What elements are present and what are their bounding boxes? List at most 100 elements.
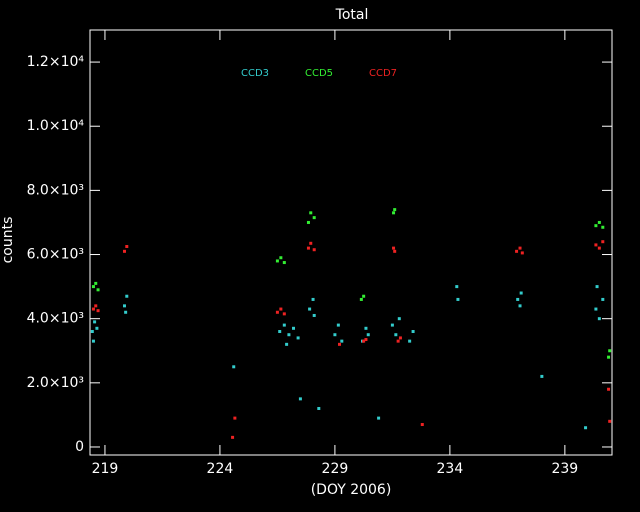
- point: [94, 304, 98, 308]
- point: [396, 339, 400, 343]
- point: [279, 307, 283, 311]
- point: [125, 294, 129, 298]
- point: [91, 339, 95, 343]
- point: [312, 313, 316, 317]
- point: [392, 246, 396, 250]
- point: [393, 208, 397, 212]
- point: [231, 435, 235, 439]
- point: [292, 326, 296, 330]
- point: [308, 307, 312, 311]
- point: [607, 387, 611, 391]
- point: [309, 241, 313, 245]
- y-tick-label: 1.0×10⁴: [27, 118, 85, 134]
- point: [364, 338, 368, 342]
- x-tick-label: 229: [322, 461, 349, 477]
- x-axis-label: (DOY 2006): [311, 482, 392, 498]
- point: [455, 285, 459, 289]
- point: [122, 304, 126, 308]
- point: [278, 330, 282, 334]
- point: [519, 291, 523, 295]
- point: [601, 297, 605, 301]
- y-tick-label: 6.0×10³: [27, 247, 84, 263]
- point: [594, 243, 598, 247]
- point: [359, 297, 363, 301]
- point: [298, 397, 302, 401]
- point: [362, 294, 366, 298]
- point: [408, 339, 412, 343]
- point: [90, 330, 94, 334]
- point: [275, 310, 279, 314]
- point: [275, 259, 279, 263]
- x-tick-label: 219: [92, 461, 119, 477]
- point: [392, 211, 396, 215]
- point: [377, 416, 381, 420]
- x-tick-label: 239: [551, 461, 578, 477]
- y-tick-label: 1.2×10⁴: [27, 54, 85, 70]
- x-tick-label: 224: [207, 461, 234, 477]
- point: [394, 333, 398, 337]
- point: [362, 339, 366, 343]
- legend-label: CCD7: [369, 68, 397, 79]
- point: [597, 220, 601, 224]
- point: [124, 310, 128, 314]
- point: [95, 326, 99, 330]
- point: [390, 323, 394, 327]
- point: [125, 245, 129, 249]
- point: [608, 349, 612, 353]
- legend-label: CCD5: [305, 68, 333, 79]
- y-tick-label: 8.0×10³: [27, 182, 84, 198]
- point: [393, 249, 397, 253]
- point: [338, 342, 342, 346]
- point: [584, 426, 588, 430]
- point: [518, 246, 522, 250]
- point: [594, 224, 598, 228]
- point: [96, 309, 100, 313]
- point: [366, 333, 370, 337]
- y-axis-label: counts: [0, 217, 16, 264]
- point: [456, 297, 460, 301]
- point: [608, 419, 612, 423]
- point: [312, 216, 316, 220]
- point: [601, 240, 605, 244]
- point: [597, 317, 601, 321]
- point: [411, 330, 415, 334]
- point: [594, 307, 598, 311]
- point: [96, 288, 100, 292]
- point: [233, 416, 237, 420]
- point: [336, 323, 340, 327]
- point: [311, 297, 315, 301]
- point: [94, 281, 98, 285]
- point: [306, 246, 310, 250]
- chart-title: Total: [335, 7, 369, 23]
- point: [340, 339, 344, 343]
- point: [420, 423, 424, 427]
- point: [595, 285, 599, 289]
- point: [91, 307, 95, 311]
- point: [607, 355, 611, 359]
- point: [597, 246, 601, 250]
- y-tick-label: 4.0×10³: [27, 311, 84, 327]
- point: [122, 249, 126, 253]
- y-tick-label: 0: [75, 439, 84, 455]
- plot-frame: [89, 29, 613, 456]
- point: [540, 374, 544, 378]
- point: [285, 342, 289, 346]
- point: [93, 320, 97, 324]
- point: [397, 317, 401, 321]
- point: [282, 323, 286, 327]
- point: [515, 249, 519, 253]
- point: [520, 251, 524, 255]
- point: [296, 336, 300, 340]
- point: [91, 285, 95, 289]
- point: [282, 312, 286, 316]
- y-tick-label: 2.0×10³: [27, 375, 84, 391]
- point: [309, 211, 313, 215]
- point: [364, 326, 368, 330]
- x-tick-label: 234: [437, 461, 464, 477]
- point: [287, 333, 291, 337]
- point: [333, 333, 337, 337]
- point: [232, 365, 236, 369]
- point: [601, 225, 605, 229]
- point: [306, 220, 310, 224]
